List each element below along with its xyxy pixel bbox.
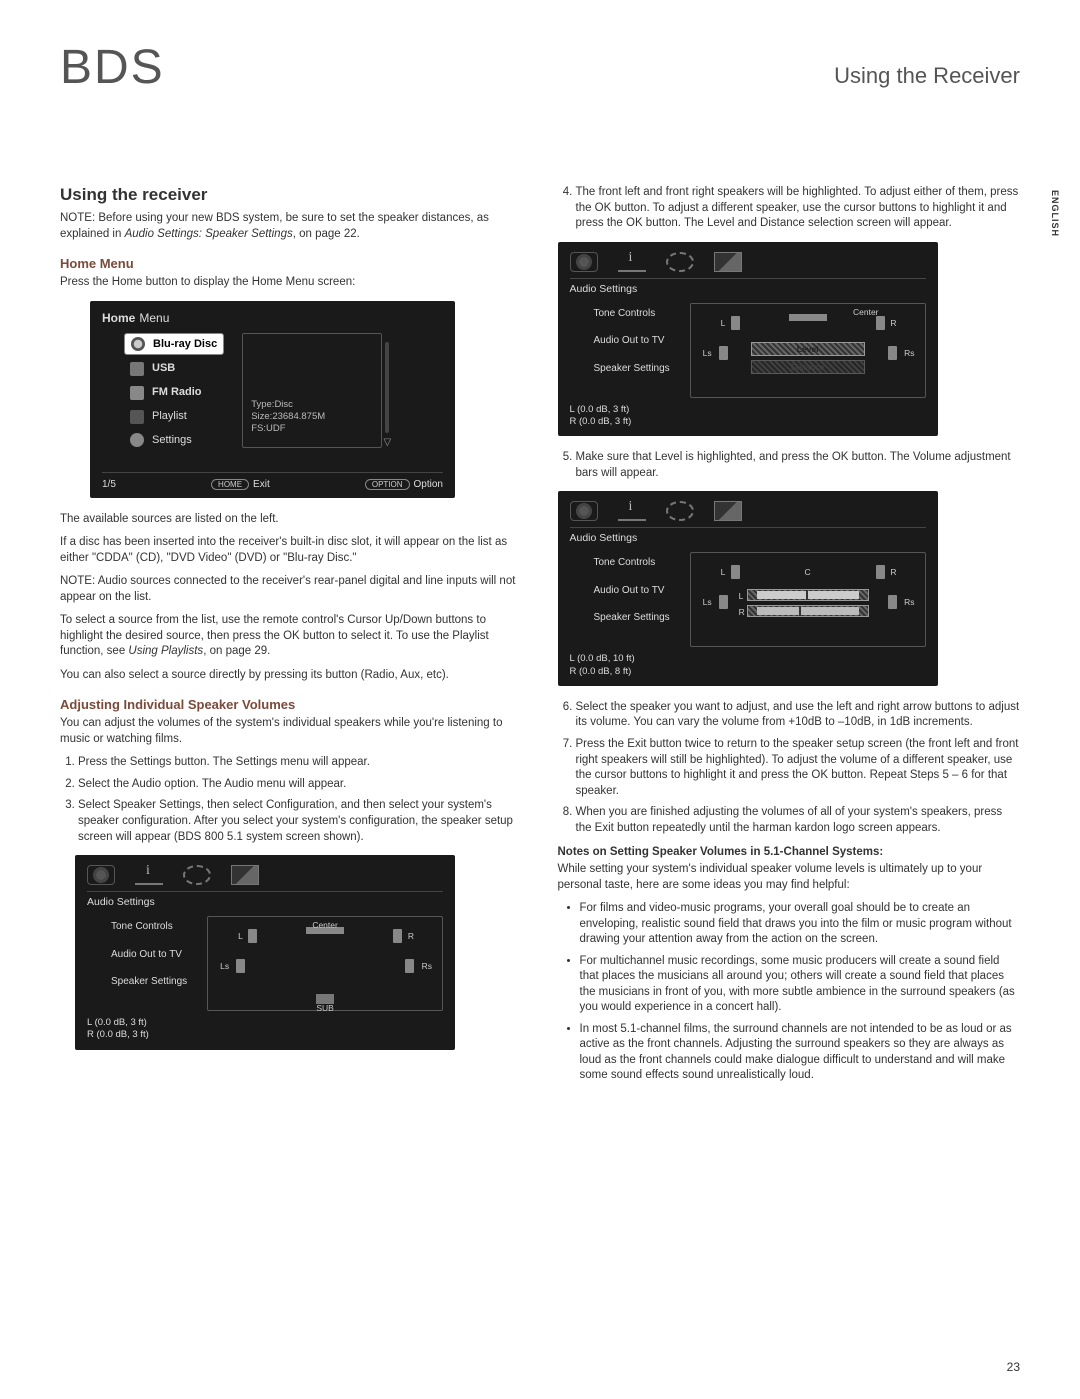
step-4: The front left and front right speakers …	[558, 185, 1021, 232]
home-menu-screenshot: Home Menu Blu-ray Disc USB FM Radio Play…	[90, 301, 455, 498]
right-column: The front left and front right speakers …	[558, 185, 1021, 1092]
avail-p: The available sources are listed on the …	[60, 512, 523, 528]
disc-p: If a disc has been inserted into the rec…	[60, 535, 523, 566]
audio-settings-screenshot-1: Audio Settings Tone Controls Audio Out t…	[75, 855, 455, 1050]
adj-vol-h: Adjusting Individual Speaker Volumes	[60, 697, 523, 712]
left-column: Using the receiver NOTE: Before using yo…	[60, 185, 523, 1092]
notes-heading: Notes on Setting Speaker Volumes in 5.1-…	[558, 846, 1021, 858]
note-audio: NOTE: Audio sources connected to the rec…	[60, 574, 523, 605]
logo: BDS	[60, 40, 165, 95]
steps-1-3: Press the Settings button. The Settings …	[60, 755, 523, 845]
notes-bullets: For films and video-music programs, your…	[558, 901, 1021, 1084]
home-menu-h: Home Menu	[60, 256, 523, 271]
step-5: Make sure that Level is highlighted, and…	[558, 450, 1021, 481]
direct-p: You can also select a source directly by…	[60, 668, 523, 684]
display-tab-icon	[231, 865, 259, 885]
section-h1: Using the receiver	[60, 185, 523, 205]
language-tab: ENGLISH	[1050, 190, 1060, 237]
home-menu-p: Press the Home button to display the Hom…	[60, 275, 523, 291]
audio-settings-screenshot-3: Audio Settings Tone Controls Audio Out t…	[558, 491, 938, 686]
source-list: Blu-ray Disc USB FM Radio Playlist Setti…	[102, 333, 224, 454]
audio-tab-icon	[87, 865, 115, 885]
gear-tab-icon	[183, 865, 211, 885]
header-title: Using the Receiver	[834, 63, 1020, 89]
steps-6-8: Select the speaker you want to adjust, a…	[558, 700, 1021, 836]
select-p: To select a source from the list, use th…	[60, 613, 523, 660]
disc-info-box: Type:Disc Size:23684.875M FS:UDF ▽	[242, 333, 382, 448]
info-tab-icon	[135, 865, 163, 885]
intro-note: NOTE: Before using your new BDS system, …	[60, 211, 523, 242]
adj-vol-p: You can adjust the volumes of the system…	[60, 716, 523, 747]
notes-intro: While setting your system's individual s…	[558, 862, 1021, 893]
audio-settings-screenshot-2: Audio Settings Tone Controls Audio Out t…	[558, 242, 938, 437]
page-number: 23	[1007, 1360, 1020, 1374]
